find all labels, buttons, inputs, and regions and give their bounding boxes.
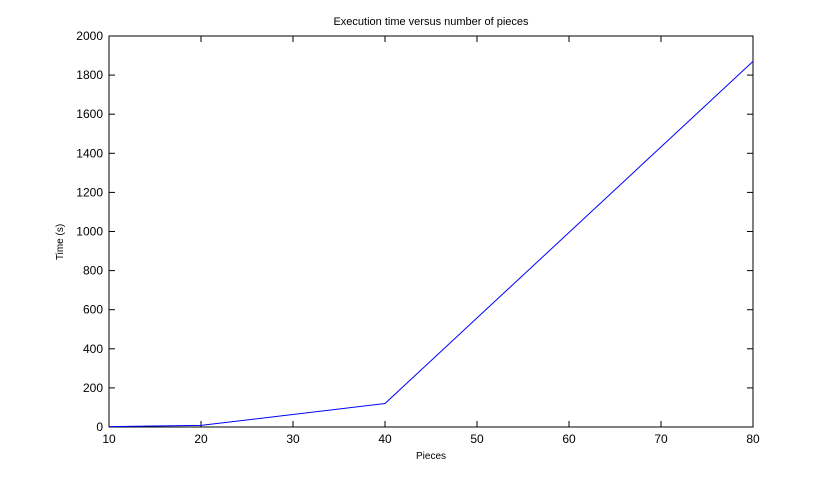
y-tick-label-7: 1400 — [76, 146, 103, 160]
y-tick-label-10: 2000 — [76, 29, 103, 43]
x-axis-label: Pieces — [416, 451, 446, 462]
x-tick-label-7: 80 — [746, 432, 760, 446]
y-tick-label-6: 1200 — [76, 185, 103, 199]
x-tick-label-3: 40 — [378, 432, 392, 446]
y-tick-label-8: 1600 — [76, 107, 103, 121]
plot-area: 10 20 30 40 50 60 70 80020040060080010001200140… — [76, 29, 760, 446]
x-tick-label-5: 60 — [562, 432, 576, 446]
axes-box — [108, 35, 754, 428]
x-tick-label-6: 70 — [654, 432, 668, 446]
y-tick-label-1: 200 — [83, 381, 103, 395]
y-tick-label-3: 600 — [83, 303, 103, 317]
series-line-0 — [108, 61, 754, 428]
x-tick-label-0: 10 — [102, 432, 116, 446]
x-tick-label-1: 20 — [194, 432, 208, 446]
y-tick-label-9: 1800 — [76, 68, 103, 82]
y-tick-label-2: 400 — [83, 342, 103, 356]
y-axis-label: Time (s) — [55, 224, 66, 260]
x-tick-label-2: 30 — [286, 432, 300, 446]
y-tick-label-5: 1000 — [76, 225, 103, 239]
x-tick-label-4: 50 — [470, 432, 484, 446]
y-tick-label-0: 0 — [96, 420, 103, 434]
y-tick-label-4: 800 — [83, 264, 103, 278]
chart-title: Execution time versus number of pieces — [333, 16, 529, 28]
